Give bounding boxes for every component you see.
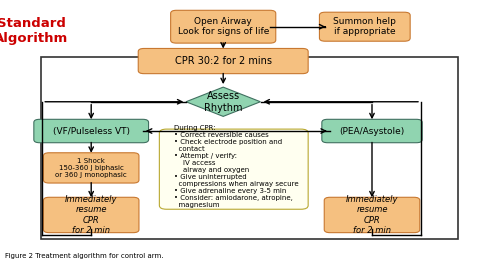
Text: Standard
Algorithm: Standard Algorithm: [0, 16, 68, 45]
FancyBboxPatch shape: [322, 119, 422, 143]
FancyBboxPatch shape: [44, 197, 139, 233]
Text: Summon help
if appropriate: Summon help if appropriate: [334, 17, 396, 36]
Text: (VF/Pulseless VT): (VF/Pulseless VT): [53, 126, 130, 135]
Text: Immediately
resume
CPR
for 2 min: Immediately resume CPR for 2 min: [65, 195, 118, 235]
Text: (PEA/Asystole): (PEA/Asystole): [339, 126, 405, 135]
Text: Immediately
resume
CPR
for 2 min: Immediately resume CPR for 2 min: [346, 195, 398, 235]
Text: Open Airway
Look for signs of life: Open Airway Look for signs of life: [178, 17, 269, 36]
Text: 1 Shock
150-360 J biphasic
or 360 J monophasic: 1 Shock 150-360 J biphasic or 360 J mono…: [55, 158, 127, 178]
Polygon shape: [186, 87, 260, 116]
FancyBboxPatch shape: [159, 129, 308, 209]
FancyBboxPatch shape: [324, 197, 420, 233]
FancyBboxPatch shape: [44, 153, 139, 183]
FancyBboxPatch shape: [320, 12, 410, 41]
Text: CPR 30:2 for 2 mins: CPR 30:2 for 2 mins: [175, 56, 272, 66]
Text: Assess
Rhythm: Assess Rhythm: [204, 91, 242, 113]
FancyBboxPatch shape: [34, 119, 149, 143]
Text: Figure 2 Treatment algorithm for control arm.: Figure 2 Treatment algorithm for control…: [5, 254, 163, 259]
FancyBboxPatch shape: [138, 48, 308, 74]
Text: During CPR:
• Correct reversible causes
• Check electrode position and
  contact: During CPR: • Correct reversible causes …: [174, 125, 299, 208]
FancyBboxPatch shape: [171, 10, 276, 43]
